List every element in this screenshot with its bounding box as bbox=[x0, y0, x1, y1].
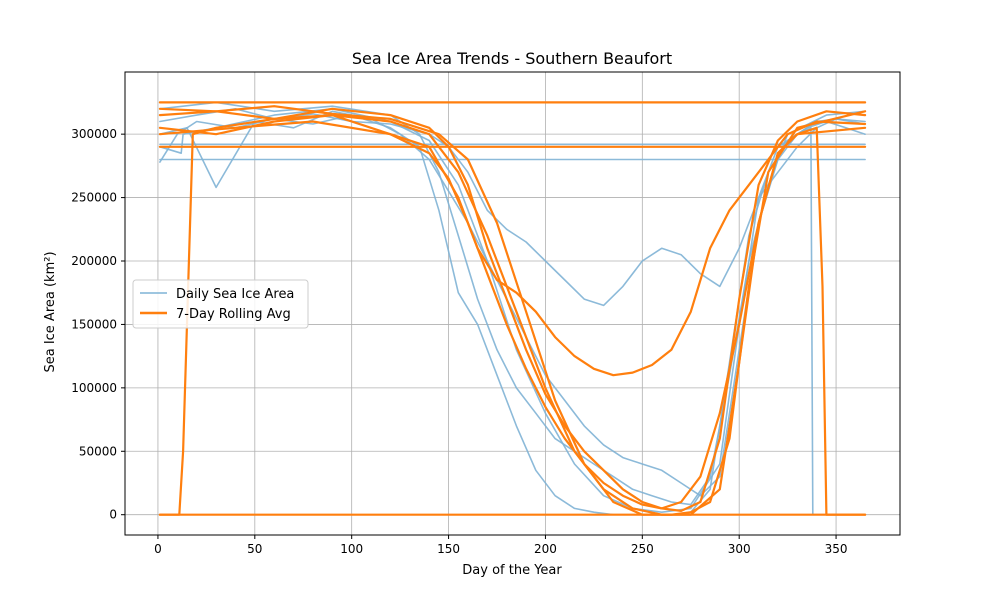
x-tick-label: 50 bbox=[247, 542, 262, 556]
legend-box bbox=[132, 279, 309, 329]
chart-title: Sea Ice Area Trends - Southern Beaufort bbox=[352, 49, 672, 68]
rolling-avg-line-5 bbox=[158, 120, 867, 510]
legend: Daily Sea Ice Area 7-Day Rolling Avg bbox=[132, 279, 309, 329]
legend-label-daily: Daily Sea Ice Area bbox=[176, 287, 294, 302]
rolling-avg-line-2 bbox=[158, 107, 867, 512]
plot-layer bbox=[158, 101, 867, 516]
y-tick-label: 50000 bbox=[79, 444, 117, 458]
x-tick-label: 100 bbox=[340, 542, 363, 556]
x-tick-label: 200 bbox=[534, 542, 557, 556]
y-tick-label: 100000 bbox=[71, 381, 117, 395]
x-tick-label: 350 bbox=[825, 542, 848, 556]
y-tick-label: 0 bbox=[109, 508, 117, 522]
tick-layer: 0 50 100 150 200 250 300 350 0 50000 100000 150000 2… bbox=[71, 127, 847, 556]
x-axis-label: Day of the Year bbox=[462, 563, 562, 578]
plot-frame bbox=[124, 71, 901, 536]
x-tick-label: 250 bbox=[631, 542, 654, 556]
legend-label-rolling: 7-Day Rolling Avg bbox=[176, 307, 291, 322]
y-tick-label: 150000 bbox=[71, 317, 117, 331]
x-tick-label: 0 bbox=[154, 542, 162, 556]
x-tick-label: 300 bbox=[728, 542, 751, 556]
y-axis-label: Sea Ice Area (km²) bbox=[43, 251, 58, 372]
y-tick-label: 200000 bbox=[71, 254, 117, 268]
y-tick-label: 250000 bbox=[71, 191, 117, 205]
x-tick-label: 150 bbox=[437, 542, 460, 556]
y-tick-label: 300000 bbox=[71, 127, 117, 141]
